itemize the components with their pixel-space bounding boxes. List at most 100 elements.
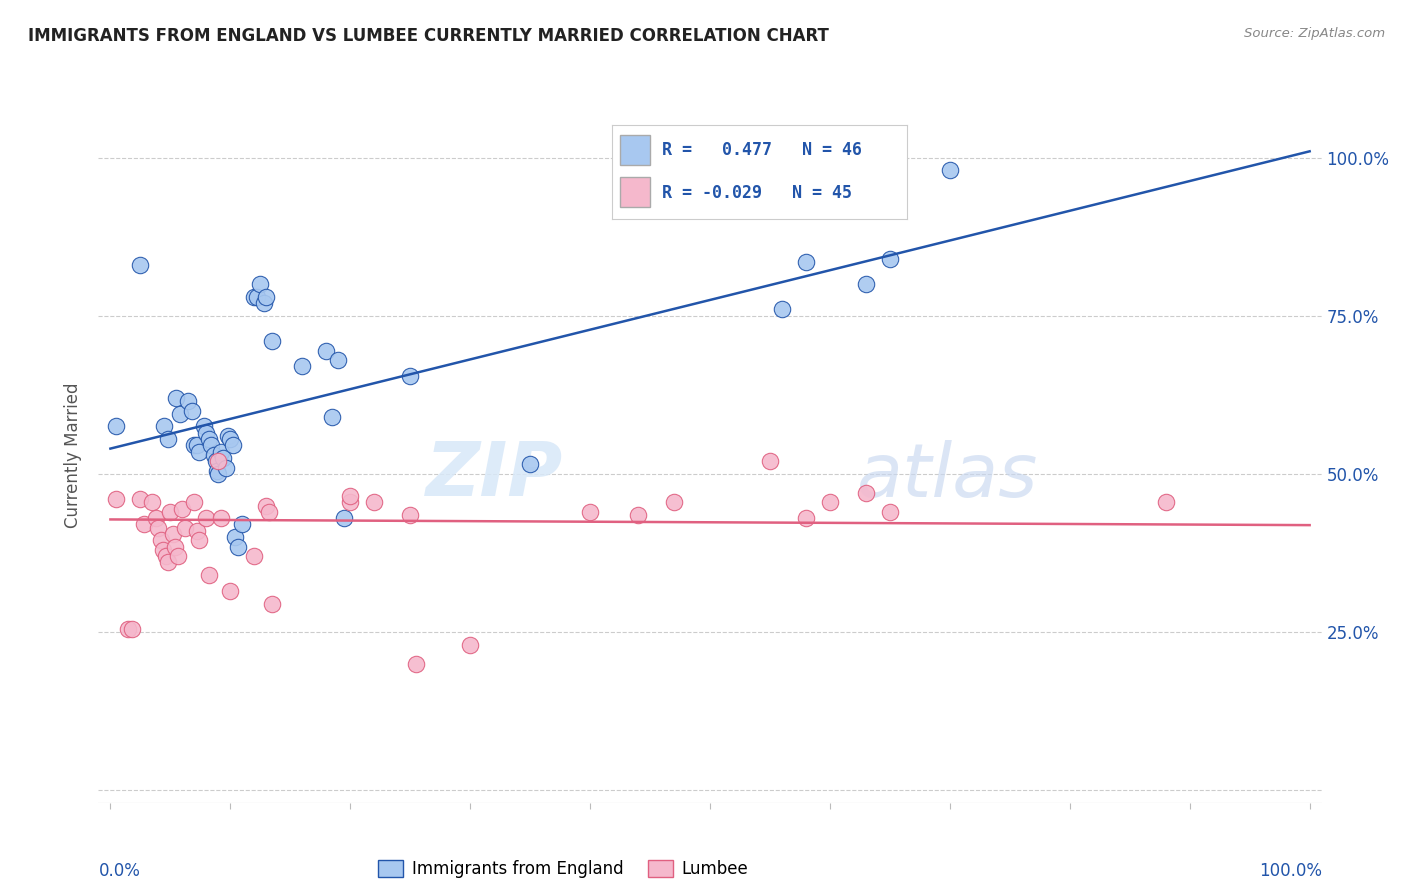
Text: 100.0%: 100.0% <box>1258 862 1322 880</box>
Point <box>132 517 155 532</box>
Text: R =   0.477   N = 46: R = 0.477 N = 46 <box>662 141 862 159</box>
Point <box>1154 495 1177 509</box>
Point <box>399 368 422 383</box>
Point <box>177 394 200 409</box>
Point <box>315 343 337 358</box>
Point <box>519 458 541 472</box>
Point <box>662 495 685 509</box>
Point <box>105 492 128 507</box>
Point <box>253 296 276 310</box>
Point <box>254 499 277 513</box>
Point <box>219 583 242 598</box>
Point <box>855 486 877 500</box>
Point <box>328 353 350 368</box>
Legend: Immigrants from England, Lumbee: Immigrants from England, Lumbee <box>371 854 755 885</box>
Point <box>165 540 187 554</box>
Point <box>212 451 235 466</box>
Point <box>579 505 602 519</box>
Point <box>153 419 176 434</box>
Point <box>818 495 841 509</box>
Text: 0.0%: 0.0% <box>98 862 141 880</box>
Point <box>172 501 194 516</box>
Point <box>219 432 242 446</box>
Point <box>183 438 205 452</box>
Point <box>855 277 877 292</box>
Point <box>214 460 236 475</box>
Point <box>209 444 232 458</box>
Point <box>879 252 901 266</box>
Point <box>794 511 817 525</box>
Y-axis label: Currently Married: Currently Married <box>65 382 83 528</box>
Text: R = -0.029   N = 45: R = -0.029 N = 45 <box>662 185 852 202</box>
Point <box>231 517 253 532</box>
Point <box>794 255 817 269</box>
Point <box>254 290 277 304</box>
Text: ZIP: ZIP <box>426 439 564 512</box>
Text: IMMIGRANTS FROM ENGLAND VS LUMBEE CURRENTLY MARRIED CORRELATION CHART: IMMIGRANTS FROM ENGLAND VS LUMBEE CURREN… <box>28 27 830 45</box>
Point <box>166 549 188 563</box>
Point <box>879 505 901 519</box>
Point <box>939 163 962 178</box>
Point <box>129 258 152 272</box>
Point <box>207 467 229 481</box>
FancyBboxPatch shape <box>620 178 650 207</box>
Point <box>183 495 205 509</box>
Point <box>145 511 167 525</box>
Point <box>159 505 181 519</box>
Point <box>627 508 650 522</box>
Point <box>148 521 170 535</box>
Point <box>117 622 139 636</box>
Point <box>333 511 356 525</box>
Point <box>156 556 179 570</box>
Point <box>226 540 249 554</box>
Point <box>186 524 208 538</box>
Point <box>458 638 481 652</box>
Point <box>193 419 215 434</box>
Point <box>173 521 195 535</box>
Point <box>257 505 280 519</box>
Point <box>291 359 314 374</box>
Point <box>217 429 239 443</box>
Point <box>222 438 245 452</box>
Point <box>249 277 271 292</box>
Point <box>105 419 128 434</box>
Point <box>339 495 361 509</box>
Point <box>205 464 228 478</box>
Point <box>207 454 229 468</box>
Point <box>363 495 385 509</box>
Point <box>195 511 218 525</box>
Point <box>149 533 172 548</box>
Point <box>197 568 219 582</box>
Point <box>188 444 211 458</box>
Point <box>205 454 228 468</box>
Point <box>243 290 266 304</box>
Point <box>770 302 793 317</box>
Point <box>162 527 184 541</box>
Point <box>156 432 179 446</box>
Text: Source: ZipAtlas.com: Source: ZipAtlas.com <box>1244 27 1385 40</box>
Point <box>262 597 284 611</box>
Point <box>759 454 782 468</box>
Point <box>209 511 232 525</box>
Point <box>202 448 225 462</box>
Point <box>195 425 218 440</box>
Point <box>243 549 266 563</box>
Point <box>246 290 269 304</box>
Point <box>200 438 222 452</box>
FancyBboxPatch shape <box>620 136 650 165</box>
Point <box>152 542 174 557</box>
Point <box>165 391 187 405</box>
Point <box>224 530 246 544</box>
Point <box>262 334 284 348</box>
Point <box>399 508 422 522</box>
Point <box>197 432 219 446</box>
Point <box>188 533 211 548</box>
Point <box>129 492 152 507</box>
Point <box>321 409 343 424</box>
Point <box>121 622 143 636</box>
Text: atlas: atlas <box>856 440 1038 512</box>
Point <box>155 549 177 563</box>
Point <box>181 403 204 417</box>
Point <box>169 407 191 421</box>
Point <box>186 438 208 452</box>
